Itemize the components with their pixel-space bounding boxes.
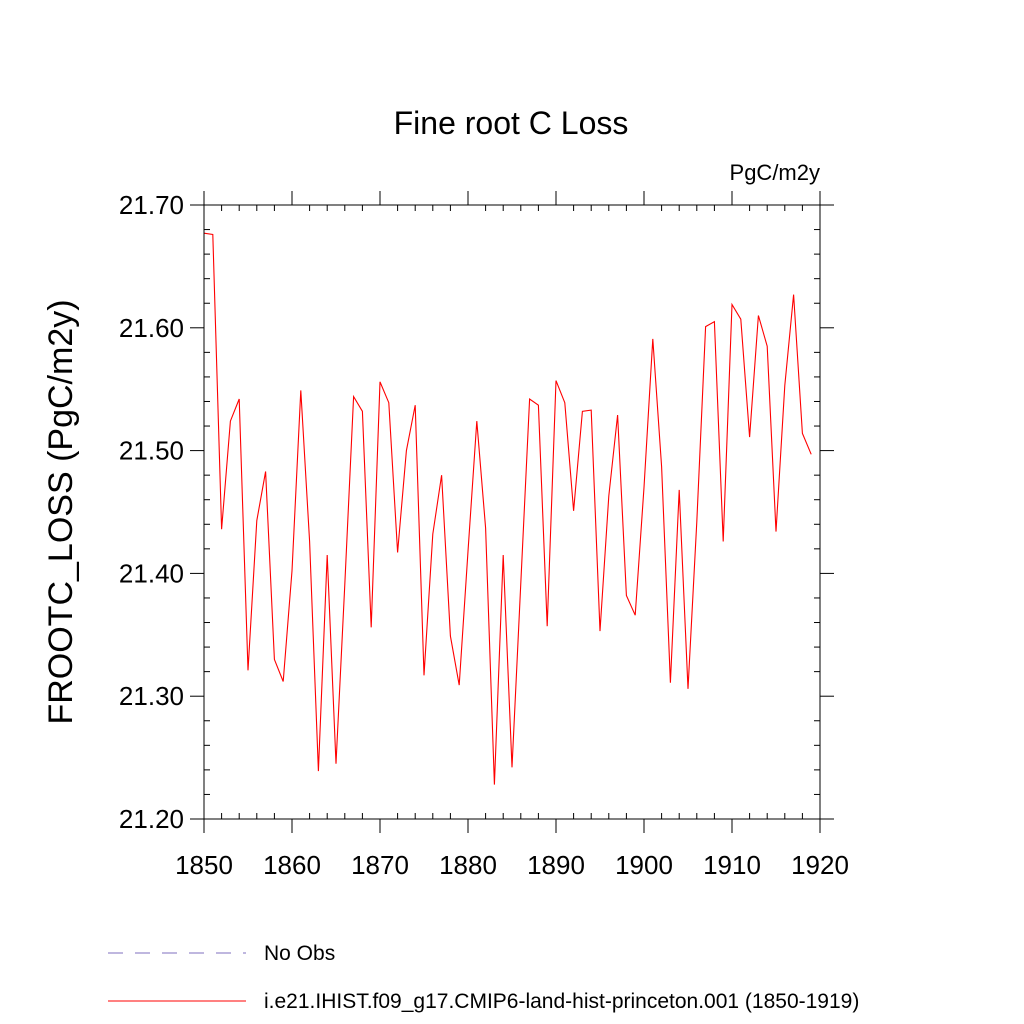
units-label: PgC/m2y [730,160,820,185]
x-tick-label: 1880 [439,850,497,880]
x-tick-label: 1860 [263,850,321,880]
x-tick-label: 1920 [791,850,849,880]
y-tick-label: 21.40 [119,558,184,588]
x-tick-label: 1890 [527,850,585,880]
x-tick-label: 1850 [175,850,233,880]
y-tick-label: 21.30 [119,681,184,711]
y-tick-label: 21.70 [119,190,184,220]
plot-frame [203,204,821,820]
y-tick-label: 21.60 [119,313,184,343]
series-line [203,232,812,785]
chart-title: Fine root C Loss [394,105,629,141]
legend-label-obs: No Obs [264,942,335,965]
x-tick-labels: 1850 1860 1870 1880 1890 1900 1910 1920 [175,850,849,880]
y-tick-labels: 21.20 21.30 21.40 21.50 21.60 21.70 [119,190,184,834]
y-axis-label: FROOTC_LOSS (PgC/m2y) [42,299,80,724]
legend-label-model: i.e21.IHIST.f09_g17.CMIP6-land-hist-prin… [264,990,859,1013]
legend: No Obs i.e21.IHIST.f09_g17.CMIP6-land-hi… [108,942,859,1013]
x-tick-label: 1870 [351,850,409,880]
axis-ticks [190,191,834,833]
y-tick-label: 21.50 [119,436,184,466]
y-tick-label: 21.20 [119,804,184,834]
x-tick-label: 1900 [615,850,673,880]
x-tick-label: 1910 [703,850,761,880]
series-layer [203,232,812,785]
